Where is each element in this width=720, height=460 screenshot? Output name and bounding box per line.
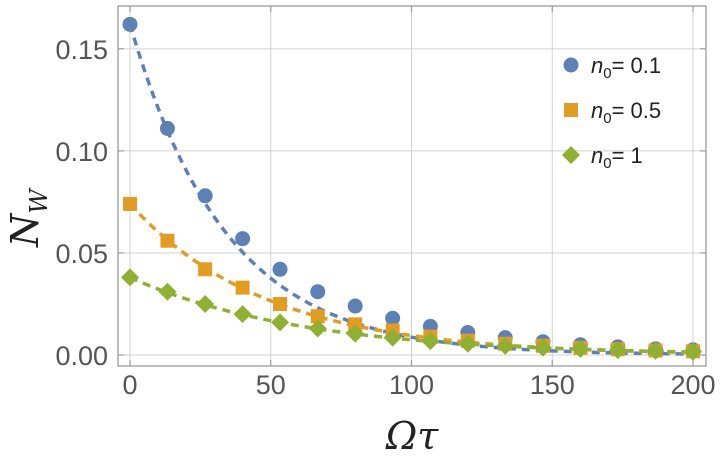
legend-label-main-2: n [591,143,603,168]
point-s2-2 [196,294,215,313]
legend-entry-1: n0= 0.5 [564,98,661,127]
legend-entry-2: n0= 1 [562,143,643,172]
point-s1-0 [123,196,137,211]
data-points [121,16,702,361]
point-s2-12 [571,339,590,358]
x-tick-label-4: 200 [670,370,715,400]
point-s2-0 [121,268,139,287]
x-tick-label-0: 0 [122,370,137,400]
point-s2-5 [308,319,327,338]
point-s2-6 [346,324,365,343]
y-tick-label-3: 0.15 [55,35,108,65]
y-axis-label-sub: W [25,187,53,214]
point-s2-14 [646,341,665,360]
point-s2-9 [458,334,477,353]
ticks: 0 50 100 150 200 0.00 0.05 0.10 0.15 [55,6,716,400]
point-s1-5 [310,309,325,324]
point-s0-2 [197,188,213,204]
x-axis-label: Ωτ [385,414,440,458]
y-tick-label-1: 0.05 [55,239,108,269]
fit-curve-2 [129,275,694,354]
point-s2-1 [158,282,177,301]
point-s1-4 [273,296,288,311]
legend-label-sub-0: 0 [603,65,611,82]
point-s0-6 [347,298,363,314]
legend-label-value-1: = 0.5 [612,98,662,123]
y-axis-label: NW [3,187,53,248]
point-s2-3 [233,305,252,324]
y-tick-label-2: 0.10 [55,137,108,167]
point-s0-7 [385,310,401,326]
point-s2-15 [684,342,702,361]
point-s0-4 [272,261,288,277]
legend-label-2: n0= 1 [591,143,643,172]
point-s1-2 [198,262,213,277]
legend-marker-2 [562,146,580,164]
legend-label-sub-2: 0 [603,155,611,172]
point-s1-3 [235,280,250,295]
point-s2-7 [383,328,402,347]
legend-label-main-1: n [591,98,603,123]
legend-marker-1 [564,103,578,117]
legend-label-1: n0= 0.5 [591,98,661,127]
grid [118,6,706,366]
legend-entry-0: n0= 0.1 [563,53,661,82]
x-tick-label-3: 150 [530,370,575,400]
point-s0-3 [235,231,251,247]
point-s2-11 [533,338,552,357]
legend-label-main-0: n [591,53,603,78]
point-s0-0 [122,16,138,32]
point-s2-4 [271,313,290,332]
y-axis-label-main: N [3,212,47,248]
point-s0-5 [310,284,326,300]
legend: n0= 0.1n0= 0.5n0= 1 [562,53,661,172]
legend-label-value-2: = 1 [612,143,643,168]
x-tick-label-1: 50 [256,370,286,400]
legend-label-sub-1: 0 [603,110,611,127]
svg-text:NW: NW [3,187,53,248]
point-s1-1 [160,233,175,248]
legend-marker-0 [563,57,579,73]
y-tick-label-0: 0.00 [55,341,108,371]
point-s0-1 [159,120,175,136]
point-s2-13 [608,341,627,360]
fit-curves [128,23,694,356]
legend-label-value-0: = 0.1 [612,53,662,78]
point-s2-8 [421,332,440,351]
point-s2-10 [496,336,515,355]
fit-curve-0 [128,23,694,356]
point-s1-6 [348,317,363,332]
legend-label-0: n0= 0.1 [591,53,661,82]
x-tick-label-2: 100 [389,370,434,400]
